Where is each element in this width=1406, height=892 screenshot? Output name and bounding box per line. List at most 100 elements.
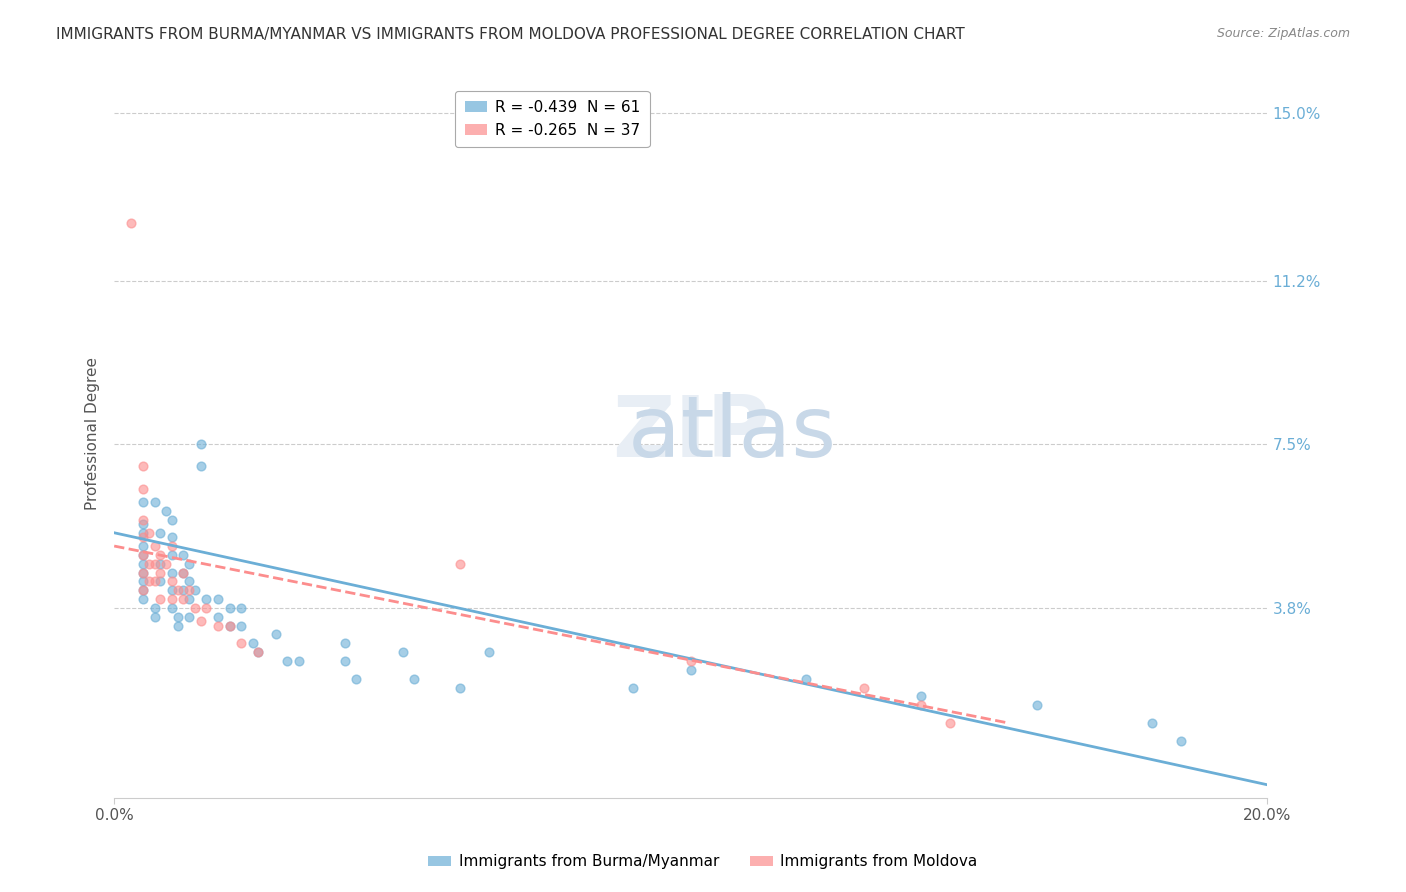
Point [391,645,413,659]
Point [143,574,166,589]
Point [207,592,229,607]
Point [1025,698,1047,713]
Point [333,636,356,650]
Point [402,672,425,686]
Point [247,645,270,659]
Point [333,654,356,668]
Point [195,592,218,607]
Point [143,609,166,624]
Point [132,530,155,544]
Point [179,574,201,589]
Point [132,525,155,540]
Point [138,574,160,589]
Point [132,566,155,580]
Point [229,636,252,650]
Point [166,618,188,632]
Point [172,566,194,580]
Point [679,663,702,677]
Point [132,574,155,589]
Point [179,609,201,624]
Point [172,583,194,598]
Point [229,618,252,632]
Point [132,459,155,474]
Point [132,548,155,562]
Point [160,548,183,562]
Point [149,525,172,540]
Point [344,672,367,686]
Point [160,566,183,580]
Point [449,681,471,695]
Point [478,645,501,659]
Point [132,592,155,607]
Point [229,601,252,615]
Point [132,482,155,496]
Point [143,539,166,553]
Point [264,627,287,641]
Point [166,609,188,624]
Point [1140,715,1163,730]
Point [149,548,172,562]
Point [160,530,183,544]
Point [143,557,166,571]
Point [939,715,962,730]
Point [160,592,183,607]
Point [138,557,160,571]
Point [179,557,201,571]
Text: atlas: atlas [546,392,837,475]
Point [132,548,155,562]
Y-axis label: Professional Degree: Professional Degree [86,357,100,510]
Point [794,672,817,686]
Point [276,654,298,668]
Point [247,645,270,659]
Point [287,654,309,668]
Point [149,566,172,580]
Point [121,216,143,230]
Point [218,618,240,632]
Point [218,601,240,615]
Point [184,601,207,615]
Point [190,459,212,474]
Point [172,592,194,607]
Point [172,566,194,580]
Legend: Immigrants from Burma/Myanmar, Immigrants from Moldova: Immigrants from Burma/Myanmar, Immigrant… [422,848,984,875]
Point [132,512,155,526]
Point [149,557,172,571]
Point [132,539,155,553]
Point [449,557,471,571]
Point [679,654,702,668]
Point [190,614,212,628]
Point [132,495,155,509]
Point [132,583,155,598]
Point [184,583,207,598]
Point [155,503,177,517]
Point [132,516,155,531]
Point [149,574,172,589]
Text: IMMIGRANTS FROM BURMA/MYANMAR VS IMMIGRANTS FROM MOLDOVA PROFESSIONAL DEGREE COR: IMMIGRANTS FROM BURMA/MYANMAR VS IMMIGRA… [56,27,965,42]
Point [179,592,201,607]
Point [138,525,160,540]
Point [160,539,183,553]
Point [160,574,183,589]
Point [910,698,932,713]
Point [852,681,875,695]
Point [160,601,183,615]
Point [242,636,264,650]
Text: ZIP: ZIP [612,392,769,475]
Text: Source: ZipAtlas.com: Source: ZipAtlas.com [1216,27,1350,40]
Point [190,437,212,451]
Point [160,512,183,526]
Point [132,566,155,580]
Point [132,557,155,571]
Point [621,681,644,695]
Point [179,583,201,598]
Point [166,583,188,598]
Point [207,618,229,632]
Point [195,601,218,615]
Point [218,618,240,632]
Legend: R = -0.439  N = 61, R = -0.265  N = 37: R = -0.439 N = 61, R = -0.265 N = 37 [456,91,650,146]
Point [160,583,183,598]
Point [132,583,155,598]
Point [149,592,172,607]
Point [1170,733,1192,747]
Point [910,690,932,704]
